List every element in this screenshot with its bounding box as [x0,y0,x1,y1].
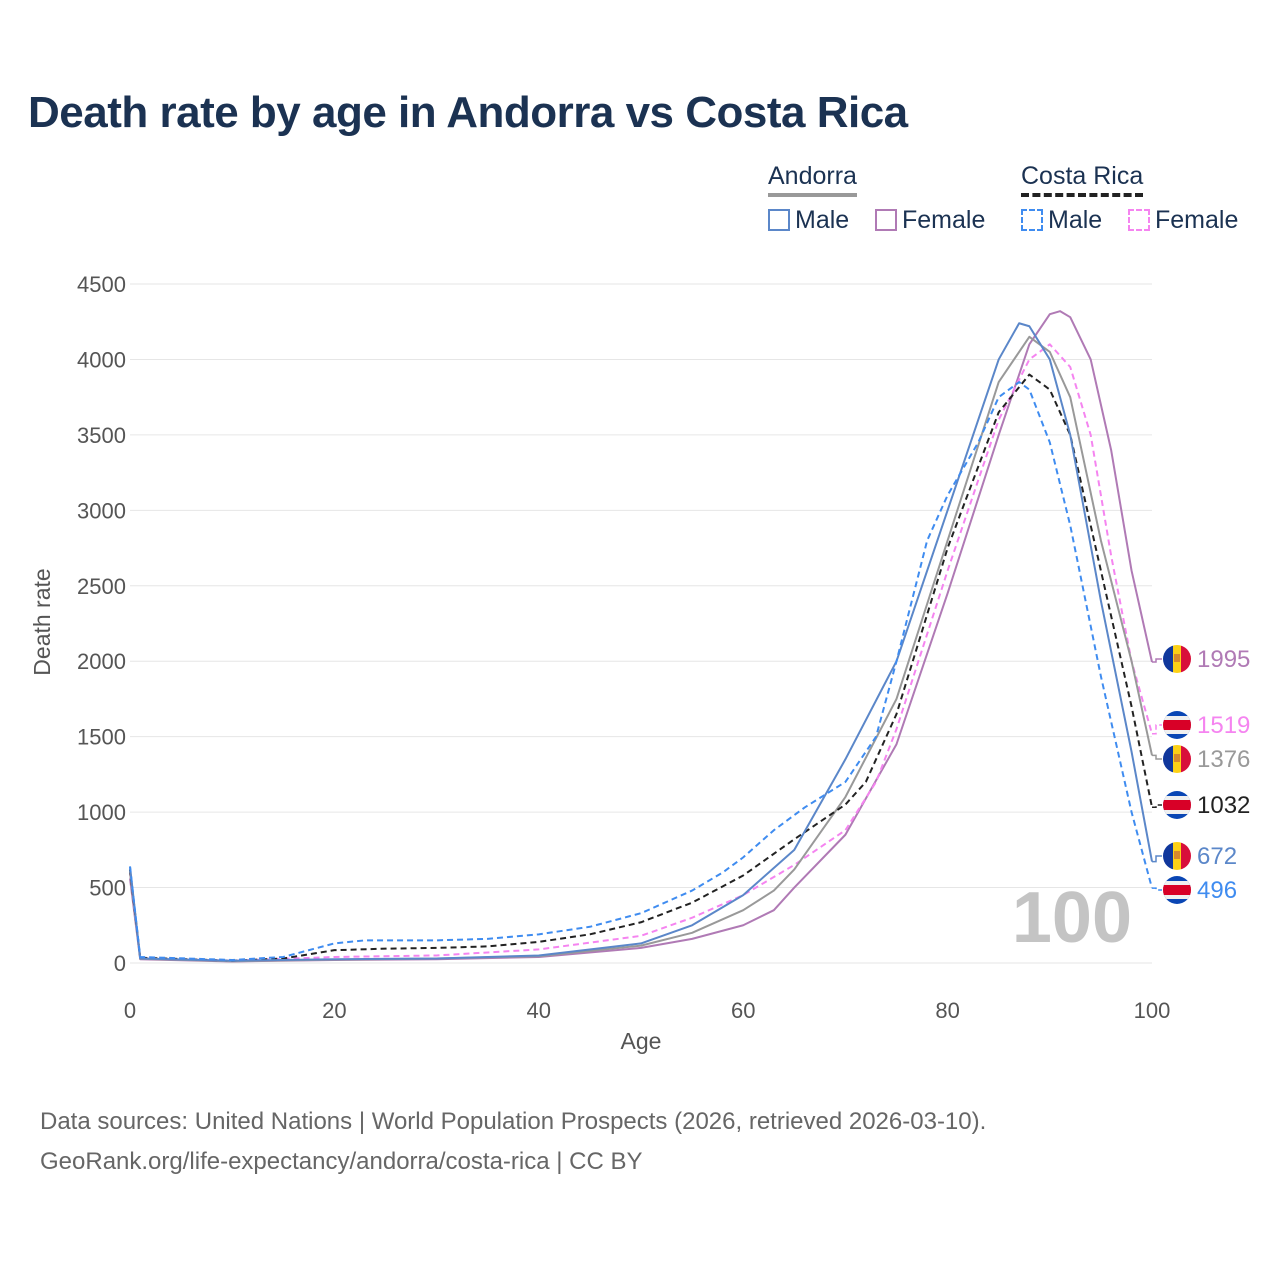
andorra-flag-icon [1163,842,1191,870]
legend-group-andorra: Andorra Male Female [768,162,1008,242]
series-line-costa-rica-female [129,343,1153,962]
y-tick-label: 3500 [77,423,126,448]
y-tick-label: 2500 [77,574,126,599]
x-tick-label: 80 [935,998,959,1023]
footer-source: Data sources: United Nations | World Pop… [40,1108,987,1135]
end-value-label: 1519 [1197,712,1250,739]
end-value-label: 672 [1197,843,1237,870]
footer-link[interactable]: GeoRank.org/life-expectancy/andorra/cost… [40,1148,643,1175]
y-tick-label: 500 [89,876,126,901]
label-connector [1152,887,1162,891]
legend-swatch-icon [875,209,897,231]
legend-item-andorra-female[interactable]: Female [875,206,985,235]
x-tick-label: 20 [322,998,346,1023]
x-tick-label: 0 [124,998,136,1023]
chart-title: Death rate by age in Andorra vs Costa Ri… [28,88,908,137]
x-axis-label: Age [621,1028,662,1054]
y-tick-label: 1000 [77,800,126,825]
x-tick-label: 40 [527,998,551,1023]
costa-rica-flag-icon [1163,876,1191,904]
end-value-label: 1376 [1197,746,1250,773]
age-watermark: 100 [1012,878,1132,958]
legend-heading-costa-rica: Costa Rica [1021,162,1144,197]
series-line-andorra [129,335,1153,963]
end-value-label: 1995 [1197,646,1250,673]
end-value-label: 1032 [1197,792,1250,819]
legend-item-costa-rica-female[interactable]: Female [1128,206,1238,235]
legend-heading-andorra: Andorra [768,162,857,197]
andorra-flag-icon [1163,745,1191,773]
legend-swatch-icon [768,209,790,231]
chart-area: 0 500 1000 1500 2000 2500 3000 3500 4000 4500 0 20 4… [29,272,1250,1054]
legend-label: Male [795,206,850,234]
legend-label: Female [1155,206,1239,234]
y-tick-label: 0 [114,951,126,976]
series-line-andorra-female [129,310,1153,963]
x-tick-label: 100 [1134,998,1171,1023]
costa-rica-flag-icon [1163,711,1191,739]
y-axis-label: Death rate [29,568,55,675]
legend-item-costa-rica-male[interactable]: Male [1021,206,1102,235]
legend-swatch-icon [1021,209,1043,231]
y-tick-label: 3000 [77,498,126,523]
label-connector [1152,804,1162,809]
y-tick-label: 2000 [77,649,126,674]
label-connector [1152,754,1162,760]
legend-item-andorra-male[interactable]: Male [768,206,849,235]
costa-rica-flag-icon [1163,791,1191,819]
series-line-costa-rica [129,373,1153,962]
andorra-flag-icon [1163,645,1191,673]
y-tick-label: 1500 [77,725,126,750]
x-tick-label: 60 [731,998,755,1023]
y-tick-label: 4500 [77,272,126,297]
series-line-andorra-male [129,322,1153,962]
end-value-label: 496 [1197,877,1237,904]
legend-label: Female [902,206,986,234]
series-line-costa-rica-male [129,381,1153,961]
label-connector [1152,658,1162,663]
legend-label: Male [1048,206,1103,234]
y-tick-label: 4000 [77,347,126,372]
legend-swatch-icon [1128,209,1150,231]
legend-group-costa-rica: Costa Rica Male Female [1021,162,1261,242]
label-connector [1152,724,1162,735]
label-connector [1152,855,1162,863]
